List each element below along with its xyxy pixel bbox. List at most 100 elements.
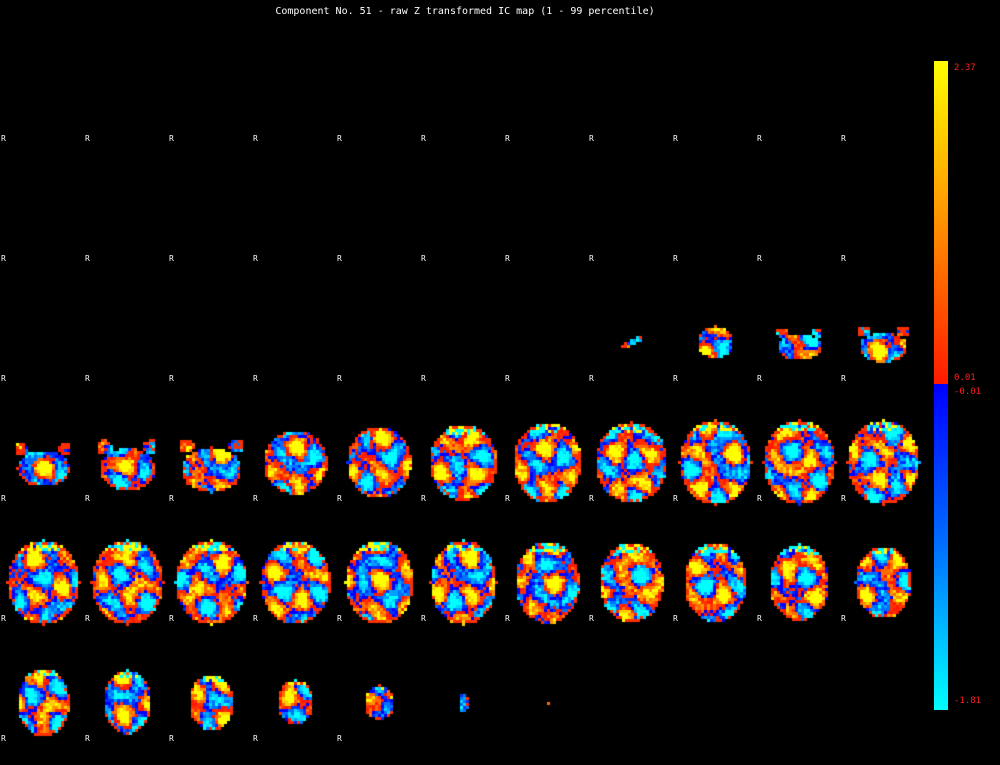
colorbar-neg-max-label: -0.01 (954, 387, 982, 397)
brain-slice-image (756, 285, 840, 405)
slice-tile: R (840, 120, 924, 405)
brain-slice-image (168, 405, 252, 525)
orientation-r-label: R (1, 134, 6, 143)
slice-tile (756, 600, 840, 720)
orientation-r-label: R (337, 494, 342, 503)
orientation-r-label: R (505, 374, 510, 383)
orientation-r-label: R (1, 734, 6, 743)
slice-tile: R (0, 480, 84, 765)
brain-slice-image (0, 525, 84, 645)
colorbar (934, 61, 948, 710)
orientation-r-label: R (253, 134, 258, 143)
slice-tile: R (252, 360, 336, 645)
slice-tile: R (756, 120, 840, 405)
orientation-r-label: R (673, 614, 678, 623)
slice-tile: R (336, 600, 420, 743)
orientation-r-label: R (1, 254, 6, 263)
orientation-r-label: R (757, 494, 762, 503)
slice-tile: R (504, 120, 588, 263)
orientation-r-label: R (1, 494, 6, 503)
orientation-r-label: R (253, 254, 258, 263)
slice-tile: R (168, 480, 252, 765)
brain-slice-image (0, 405, 84, 525)
colorbar-pos-min-label: 0.01 (954, 373, 976, 383)
orientation-r-label: R (1, 374, 6, 383)
slice-tile: R (672, 360, 756, 645)
orientation-r-label: R (505, 134, 510, 143)
slice-tile (840, 600, 924, 720)
orientation-r-label: R (673, 494, 678, 503)
orientation-r-label: R (85, 134, 90, 143)
orientation-r-label: R (169, 734, 174, 743)
orientation-r-label: R (253, 614, 258, 623)
orientation-r-label: R (673, 374, 678, 383)
orientation-r-label: R (841, 494, 846, 503)
slice-tile: R (168, 240, 252, 525)
slice-tile: R (0, 600, 84, 743)
colorbar-min-label: -1.81 (954, 696, 982, 706)
orientation-r-label: R (1, 614, 6, 623)
orientation-r-label: R (757, 134, 762, 143)
orientation-r-label: R (673, 134, 678, 143)
colorbar-max-label: 2.37 (954, 63, 976, 73)
slice-tile: R (672, 0, 756, 143)
brain-slice-image (252, 405, 336, 525)
brain-slice-image (504, 405, 588, 525)
brain-slice-image (588, 525, 672, 645)
orientation-r-label: R (337, 734, 342, 743)
slice-tile (588, 600, 672, 720)
brain-slice-image (336, 525, 420, 645)
slice-tile: R (840, 240, 924, 525)
slice-tile (504, 600, 588, 720)
orientation-r-label: R (589, 494, 594, 503)
brain-slice-image (672, 525, 756, 645)
slice-tile: R (420, 360, 504, 645)
slice-tile: R (336, 240, 420, 525)
orientation-r-label: R (337, 254, 342, 263)
orientation-r-label: R (85, 494, 90, 503)
orientation-r-label: R (253, 374, 258, 383)
slice-tile: R (84, 480, 168, 765)
orientation-r-label: R (421, 614, 426, 623)
orientation-r-label: R (85, 254, 90, 263)
brain-slice-image (840, 405, 924, 525)
colorbar-negative-gradient (934, 384, 948, 710)
orientation-r-label: R (169, 614, 174, 623)
brain-slice-image (84, 525, 168, 645)
slice-tile: R (588, 120, 672, 405)
slice-tile: R (168, 0, 252, 143)
orientation-r-label: R (841, 614, 846, 623)
slice-tile: R (0, 240, 84, 525)
slice-tile: R (504, 0, 588, 143)
slice-tile: R (0, 360, 84, 645)
slice-tile: R (84, 240, 168, 525)
slice-tile: R (252, 120, 336, 263)
slice-tile: R (504, 240, 588, 525)
orientation-r-label: R (169, 494, 174, 503)
orientation-r-label: R (421, 254, 426, 263)
slice-tile: R (0, 120, 84, 263)
slice-tile: R (672, 480, 756, 623)
slice-tile: R (168, 120, 252, 263)
slice-tile: R (336, 120, 420, 263)
slice-tile: R (84, 600, 168, 743)
orientation-r-label: R (253, 734, 258, 743)
orientation-r-label: R (505, 494, 510, 503)
slice-tile: R (168, 360, 252, 645)
slice-tile: R (504, 480, 588, 765)
brain-slice-image (672, 405, 756, 525)
orientation-r-label: R (337, 374, 342, 383)
orientation-r-label: R (757, 614, 762, 623)
orientation-r-label: R (505, 254, 510, 263)
brain-slice-image (504, 525, 588, 645)
brain-slice-image (756, 525, 840, 645)
slice-tile: R (84, 0, 168, 143)
slice-tile: R (756, 480, 840, 623)
slice-tile: R (420, 240, 504, 525)
slice-tile (672, 600, 756, 720)
orientation-r-label: R (505, 614, 510, 623)
brain-slice-image (588, 405, 672, 525)
orientation-r-label: R (421, 494, 426, 503)
orientation-r-label: R (841, 374, 846, 383)
slice-tile: R (252, 0, 336, 143)
